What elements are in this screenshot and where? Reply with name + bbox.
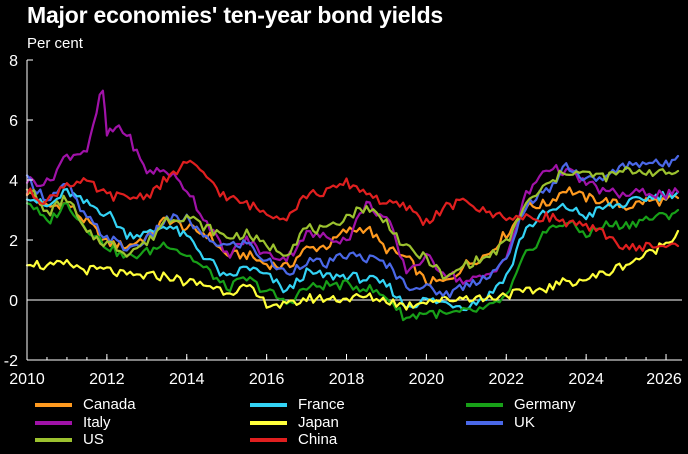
legend-label: Japan	[298, 414, 339, 431]
series-line-china	[25, 159, 680, 252]
legend-swatch	[466, 420, 503, 425]
legend-label: US	[83, 431, 104, 448]
series-line-france	[25, 187, 680, 312]
legend-label: Germany	[514, 396, 576, 413]
y-tick-label: 8	[9, 53, 18, 70]
y-tick-label: 6	[9, 113, 18, 130]
x-tick-label: 2018	[329, 371, 365, 388]
legend-item-france: France	[250, 396, 345, 413]
series-line-japan	[25, 229, 680, 311]
y-tick-label: 2	[9, 233, 18, 250]
x-tick-label: 2024	[568, 371, 604, 388]
series-line-uk	[25, 154, 680, 299]
y-tick-label: 0	[9, 293, 18, 310]
legend-swatch	[250, 437, 287, 442]
legend-item-us: US	[35, 431, 104, 448]
x-tick-label: 2012	[89, 371, 125, 388]
legend-item-germany: Germany	[466, 396, 576, 413]
chart-title: Major economies' ten-year bond yields	[27, 2, 444, 28]
legend-label: Italy	[83, 414, 111, 431]
legend-swatch	[250, 420, 287, 425]
y-axis-unit-label: Per cent	[27, 35, 83, 52]
legend-label: China	[298, 431, 338, 448]
series-layer	[25, 89, 680, 322]
legend-swatch	[35, 420, 72, 425]
series-line-italy	[25, 89, 680, 285]
x-tick-label: 2026	[646, 371, 682, 388]
x-tick-label: 2010	[9, 371, 45, 388]
legend-item-japan: Japan	[250, 414, 339, 431]
x-tick-label: 2022	[488, 371, 524, 388]
legend-item-canada: Canada	[35, 396, 136, 413]
x-tick-label: 2014	[169, 371, 205, 388]
legend-item-uk: UK	[466, 414, 535, 431]
legend-swatch	[250, 402, 287, 407]
legend-swatch	[35, 437, 72, 442]
legend-label: France	[298, 396, 345, 413]
y-tick-label: 4	[9, 173, 18, 190]
x-tick-label: 2020	[409, 371, 445, 388]
y-tick-label: -2	[4, 353, 18, 370]
x-tick-label: 2016	[249, 371, 285, 388]
legend-label: UK	[514, 414, 535, 431]
legend-label: Canada	[83, 396, 136, 413]
legend-item-italy: Italy	[35, 414, 111, 431]
series-line-us	[25, 166, 680, 280]
legend-item-china: China	[250, 431, 337, 448]
legend-swatch	[466, 402, 503, 407]
legend-swatch	[35, 402, 72, 407]
series-line-germany	[25, 201, 680, 322]
